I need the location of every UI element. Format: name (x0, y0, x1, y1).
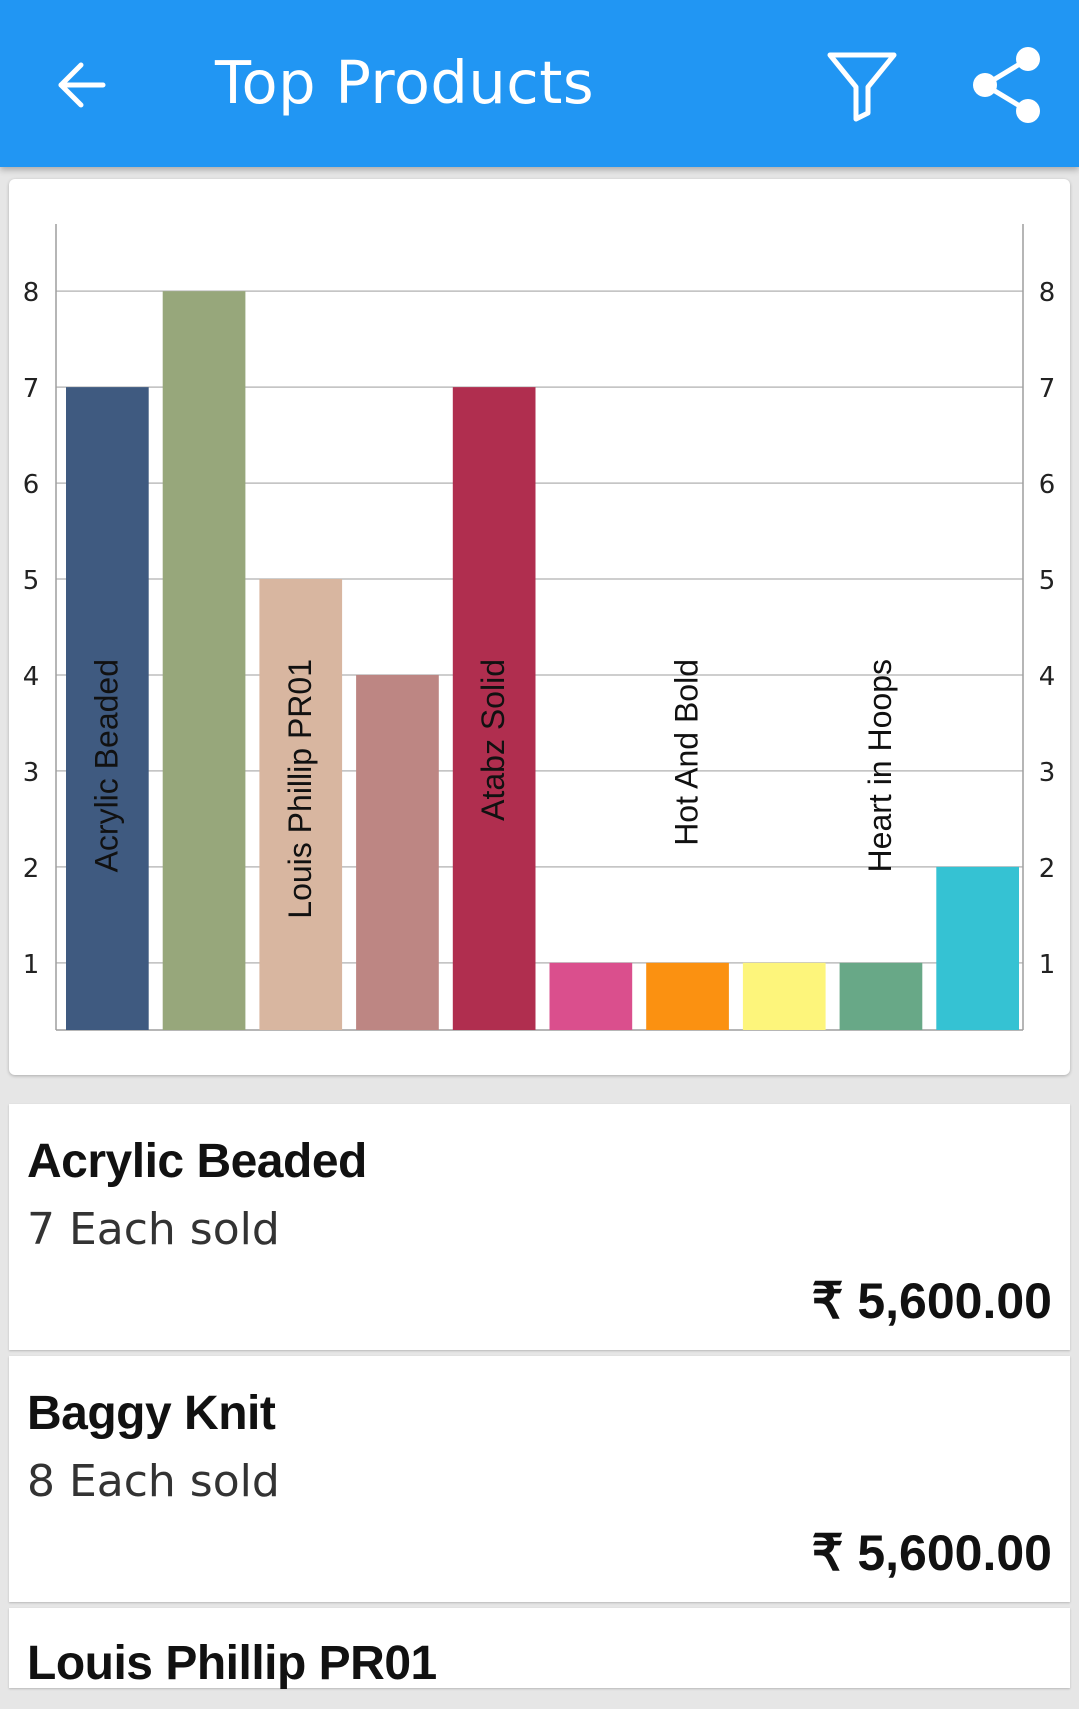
chart-bar (66, 387, 149, 1031)
product-list-item[interactable]: Baggy Knit 8 Each sold ₹ 5,600.00 (9, 1356, 1070, 1602)
y-tick-label-left: 1 (23, 950, 40, 980)
chart-card: 1 1 2 2 3 3 4 4 5 5 6 6 7 7 8 8 Acrylic Beaded Louis Phil… (9, 179, 1070, 1075)
bar-label: Hot And Bold (669, 659, 705, 846)
product-list-item[interactable]: Acrylic Beaded 7 Each sold ₹ 5,600.00 (9, 1104, 1070, 1350)
product-amount: ₹ 5,600.00 (811, 1525, 1052, 1581)
chart-bar (356, 674, 439, 1030)
share-button[interactable] (959, 37, 1055, 133)
product-list-item[interactable]: Louis Phillip PR01 (9, 1608, 1070, 1690)
bar-label: Acrylic Beaded (88, 659, 124, 872)
y-tick-label-left: 8 (23, 278, 40, 308)
product-sold-count: 7 Each sold (27, 1204, 280, 1255)
chart-bar (259, 579, 343, 1030)
chart-bar (936, 866, 1019, 1030)
share-icon (973, 47, 1040, 123)
product-sold-count: 8 Each sold (27, 1456, 280, 1507)
y-tick-label-left: 4 (23, 662, 40, 692)
app-bar: Top Products (0, 0, 1079, 167)
y-tick-label-right: 1 (1039, 950, 1056, 980)
product-name: Acrylic Beaded (27, 1135, 367, 1188)
y-tick-label-right: 5 (1039, 566, 1056, 596)
arrow-back-icon (58, 62, 106, 108)
y-tick-label-left: 6 (23, 470, 40, 500)
y-tick-label-right: 3 (1039, 758, 1056, 788)
chart-bar (452, 387, 536, 1031)
y-tick-label-right: 7 (1039, 374, 1056, 404)
filter-button[interactable] (814, 37, 910, 133)
bar-label: Louis Phillip PR01 (282, 659, 318, 919)
filter-icon (827, 52, 897, 122)
y-tick-label-right: 8 (1039, 278, 1056, 308)
chart-bar (646, 962, 729, 1030)
page-title: Top Products (215, 48, 595, 117)
bar-label: Atabz Solid (475, 659, 511, 821)
y-tick-label-right: 6 (1039, 470, 1056, 500)
y-tick-label-left: 3 (23, 758, 40, 788)
chart-bar (162, 291, 246, 1031)
product-name: Baggy Knit (27, 1387, 276, 1440)
top-products-bar-chart: 1 1 2 2 3 3 4 4 5 5 6 6 7 7 8 8 Acrylic Beaded Louis Phil… (23, 224, 1056, 1031)
y-tick-label-right: 4 (1039, 662, 1056, 692)
product-name: Louis Phillip PR01 (27, 1637, 437, 1690)
chart-bar (839, 962, 923, 1030)
y-tick-label-left: 5 (23, 566, 40, 596)
chart-bar (549, 962, 633, 1030)
y-tick-label-left: 2 (23, 854, 40, 884)
product-amount: ₹ 5,600.00 (811, 1273, 1052, 1329)
y-tick-label-left: 7 (23, 374, 40, 404)
bar-label: Heart in Hoops (862, 659, 898, 872)
chart-bar (742, 962, 826, 1030)
back-button[interactable] (35, 37, 131, 133)
y-tick-label-right: 2 (1039, 854, 1056, 884)
